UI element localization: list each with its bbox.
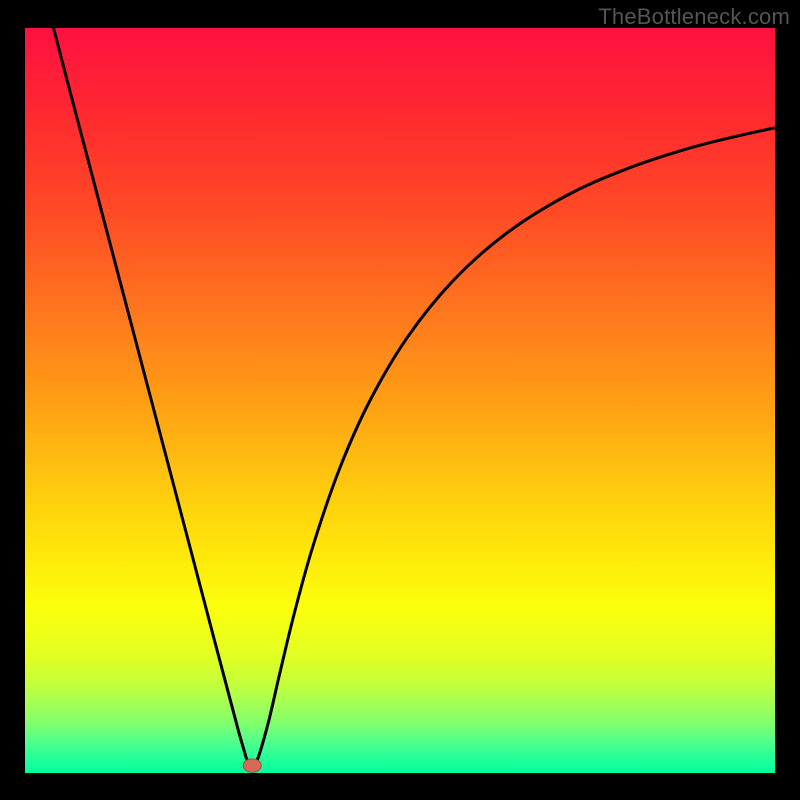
chart-frame: TheBottleneck.com xyxy=(0,0,800,800)
minimum-marker xyxy=(243,759,261,772)
watermark-text: TheBottleneck.com xyxy=(598,4,790,30)
chart-svg xyxy=(25,28,775,773)
plot-area xyxy=(25,28,775,773)
gradient-background xyxy=(25,28,775,773)
